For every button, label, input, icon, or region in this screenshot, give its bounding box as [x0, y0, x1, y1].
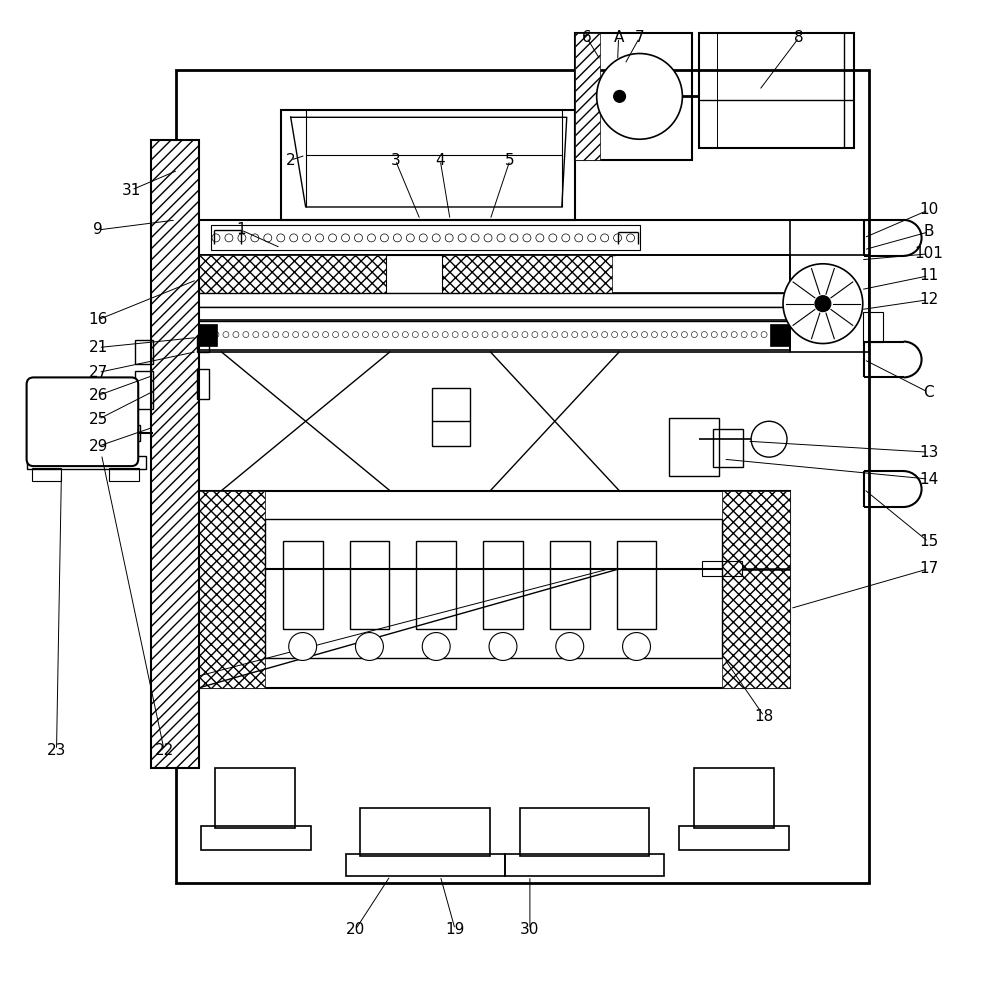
Bar	[197, 292, 790, 306]
Circle shape	[597, 54, 682, 140]
Bar	[346, 854, 505, 875]
Circle shape	[355, 633, 383, 661]
Bar	[575, 33, 600, 160]
Circle shape	[783, 263, 863, 343]
Bar	[151, 141, 199, 768]
Bar	[617, 541, 656, 629]
Text: 18: 18	[754, 709, 774, 724]
Bar	[197, 491, 265, 689]
Bar	[416, 541, 456, 629]
Bar	[201, 826, 311, 850]
Bar	[601, 85, 621, 109]
Bar	[694, 768, 774, 828]
Text: 17: 17	[919, 561, 938, 576]
Text: 6: 6	[582, 30, 592, 45]
Bar	[197, 334, 209, 352]
Bar	[617, 91, 633, 103]
Bar	[863, 311, 883, 341]
Bar	[197, 254, 790, 292]
Bar	[505, 854, 664, 875]
Bar	[283, 541, 323, 629]
Circle shape	[623, 633, 650, 661]
Text: C: C	[923, 385, 934, 400]
Bar	[135, 339, 153, 364]
Text: 4: 4	[435, 153, 445, 168]
Text: 22: 22	[155, 743, 174, 757]
Bar	[197, 306, 790, 320]
Bar	[442, 254, 612, 292]
FancyBboxPatch shape	[27, 377, 138, 466]
Bar	[790, 254, 869, 351]
Bar	[550, 541, 590, 629]
Text: 23: 23	[47, 743, 66, 757]
Circle shape	[751, 421, 787, 457]
Bar	[124, 425, 140, 441]
Bar	[197, 323, 217, 345]
Bar	[211, 225, 640, 250]
Text: 9: 9	[93, 223, 103, 238]
Bar	[197, 220, 790, 254]
Bar	[32, 468, 61, 481]
Bar	[135, 371, 153, 409]
Circle shape	[489, 633, 517, 661]
Circle shape	[614, 91, 626, 103]
Text: 14: 14	[919, 472, 938, 487]
Text: 10: 10	[919, 203, 938, 218]
Bar	[27, 456, 146, 469]
Bar	[679, 826, 789, 850]
Text: 5: 5	[505, 153, 515, 168]
Bar	[350, 541, 389, 629]
Text: 21: 21	[89, 340, 108, 355]
Bar	[702, 561, 742, 576]
Text: 19: 19	[445, 922, 465, 937]
Bar	[520, 808, 649, 856]
Text: 101: 101	[914, 247, 943, 261]
Bar	[50, 390, 117, 454]
Text: 8: 8	[794, 30, 804, 45]
Bar	[109, 468, 139, 481]
Text: 15: 15	[919, 534, 938, 549]
Bar	[360, 808, 490, 856]
Text: 1: 1	[236, 223, 246, 238]
Bar	[432, 388, 470, 446]
Text: A: A	[613, 30, 624, 45]
Bar	[281, 111, 575, 220]
Text: 31: 31	[122, 183, 141, 198]
Bar	[197, 369, 209, 399]
Text: 25: 25	[89, 412, 108, 427]
Bar	[197, 491, 790, 689]
Bar	[265, 519, 722, 659]
Circle shape	[289, 633, 317, 661]
Bar	[575, 33, 692, 160]
Text: 3: 3	[390, 153, 400, 168]
Text: 20: 20	[346, 922, 365, 937]
Bar	[722, 491, 790, 689]
Bar	[386, 254, 442, 292]
Bar	[770, 323, 790, 345]
Text: 12: 12	[919, 292, 938, 307]
Text: 7: 7	[635, 30, 644, 45]
Text: 26: 26	[89, 388, 108, 403]
Text: 13: 13	[919, 445, 938, 460]
Text: 29: 29	[89, 439, 108, 454]
Text: 16: 16	[89, 312, 108, 327]
Text: 2: 2	[286, 153, 296, 168]
Text: 11: 11	[919, 268, 938, 283]
Circle shape	[556, 633, 584, 661]
Bar	[669, 418, 719, 476]
Circle shape	[815, 295, 831, 311]
Text: 27: 27	[89, 365, 108, 380]
Bar	[197, 319, 790, 349]
Text: 30: 30	[520, 922, 540, 937]
Bar	[197, 254, 386, 292]
Bar	[215, 768, 295, 828]
Bar	[699, 33, 854, 148]
Bar	[176, 71, 869, 882]
Text: B: B	[923, 225, 934, 240]
Bar	[713, 429, 743, 467]
Circle shape	[422, 633, 450, 661]
Bar	[483, 541, 523, 629]
